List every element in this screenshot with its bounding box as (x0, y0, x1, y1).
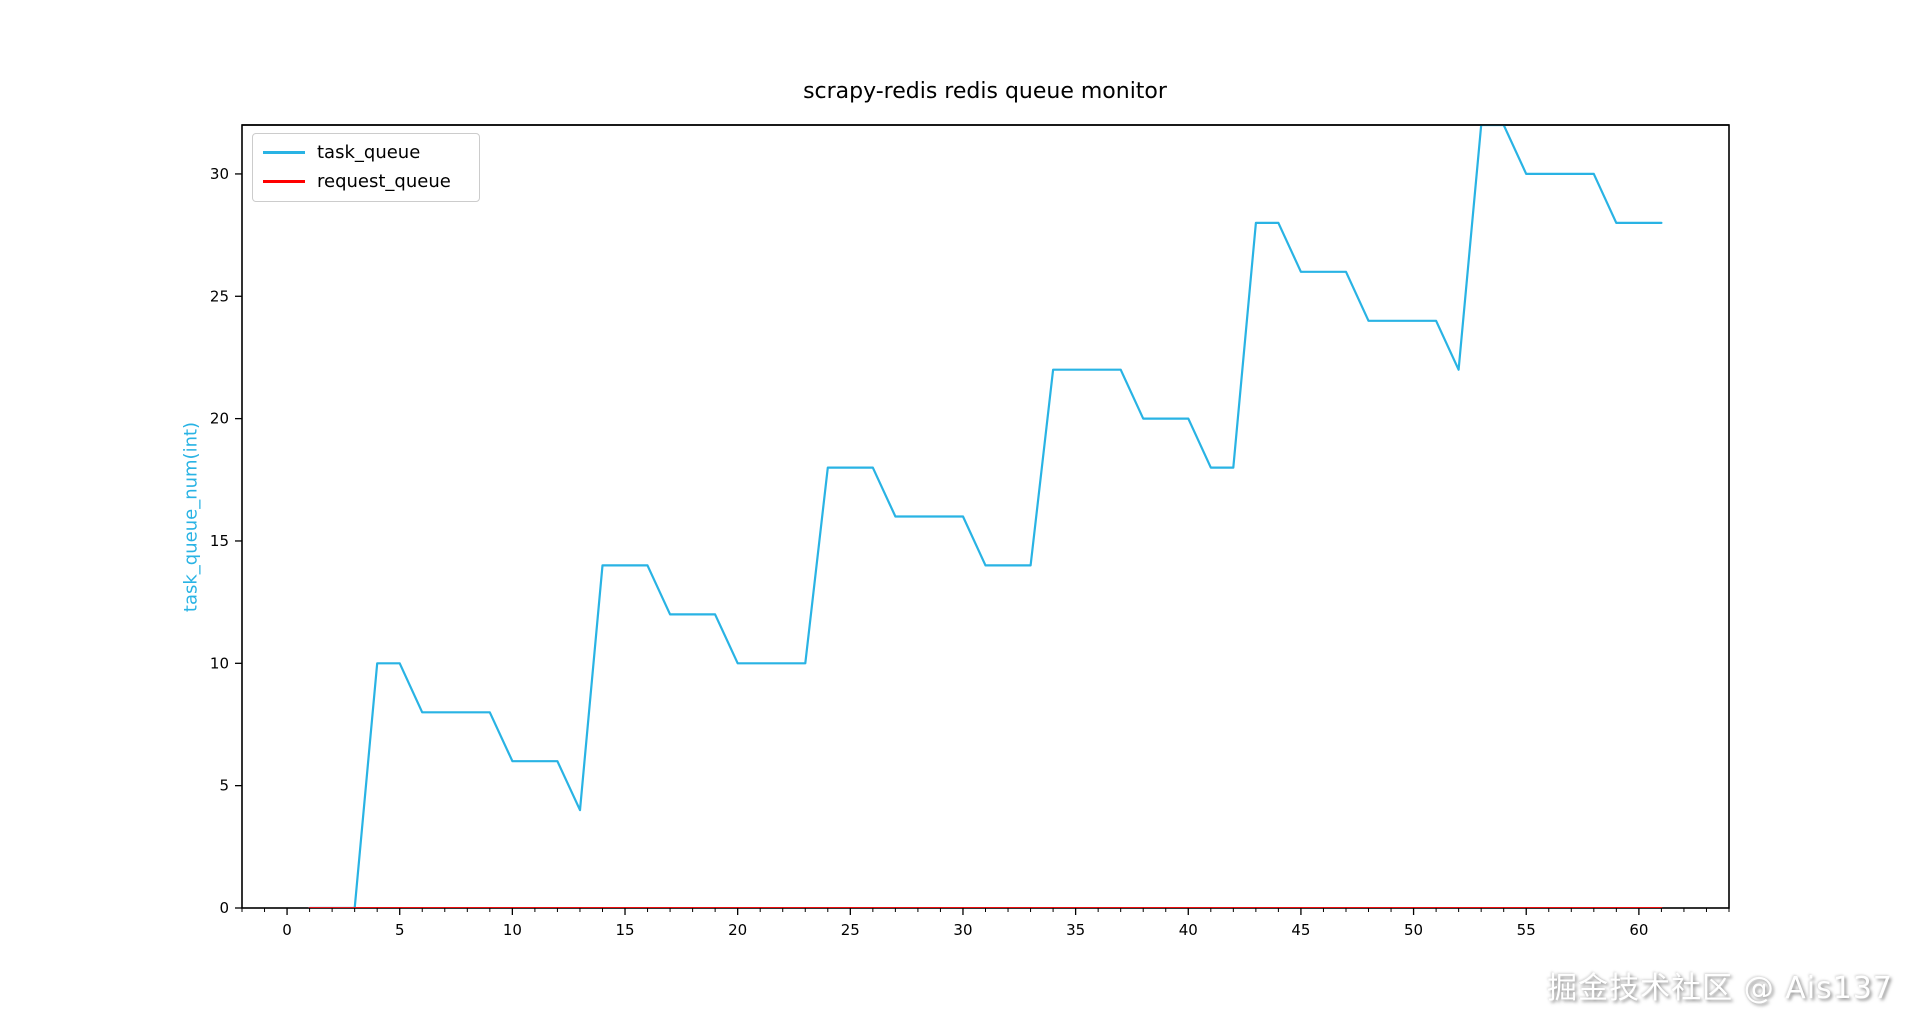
legend-line-sample-task-queue-icon (263, 151, 305, 155)
x-tick-label: 50 (1404, 921, 1423, 939)
x-tick-label: 20 (728, 921, 747, 939)
y-tick-label: 15 (210, 532, 229, 550)
y-tick-label: 10 (210, 654, 229, 672)
legend: task_queue request_queue (252, 133, 480, 202)
series-line-task_queue (308, 125, 1663, 908)
x-tick-label: 35 (1066, 921, 1085, 939)
x-tick-label: 55 (1517, 921, 1536, 939)
y-axis-label: task_queue_num(int) (180, 421, 202, 613)
x-tick-label: 40 (1179, 921, 1198, 939)
axes-frame (241, 124, 1730, 909)
y-tick-label: 30 (210, 165, 229, 183)
legend-label-task-queue: task_queue (317, 142, 421, 163)
legend-line-sample-request-queue-icon (263, 180, 305, 184)
chart-title: scrapy-redis redis queue monitor (803, 79, 1167, 104)
x-tick-label: 25 (841, 921, 860, 939)
legend-label-request-queue: request_queue (317, 170, 451, 192)
x-tick-label: 5 (395, 921, 405, 939)
x-tick-label: 60 (1629, 921, 1648, 939)
y-tick-label: 25 (210, 287, 229, 305)
legend-item-task-queue: task_queue (263, 143, 467, 163)
y-tick-label: 20 (210, 410, 229, 428)
legend-item-request-queue: request_queue (263, 170, 467, 192)
x-tick-label: 45 (1291, 921, 1310, 939)
y-tick-label: 5 (219, 777, 229, 795)
x-tick-label: 10 (503, 921, 522, 939)
x-tick-label: 15 (615, 921, 634, 939)
watermark: 掘金技术社区 @ Ais137 (1547, 971, 1893, 1006)
x-tick-label: 30 (953, 921, 972, 939)
y-tick-label: 0 (219, 899, 229, 917)
x-tick-label: 0 (282, 921, 292, 939)
